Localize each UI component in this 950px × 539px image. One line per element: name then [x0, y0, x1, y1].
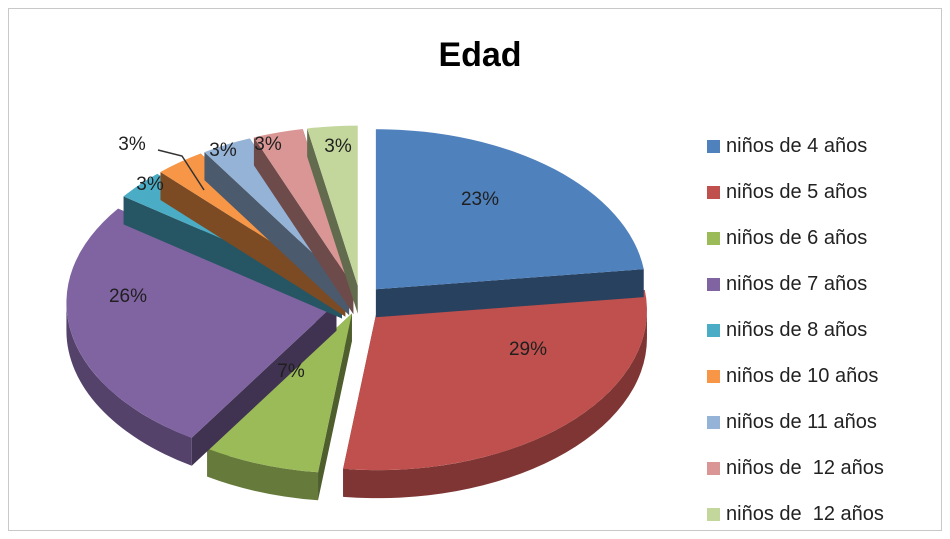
slice-side	[160, 171, 346, 317]
data-label: 23%	[461, 189, 499, 210]
legend-label: niños de 7 años	[726, 272, 868, 295]
data-label: 29%	[509, 339, 547, 360]
legend-label: niños de 10 años	[726, 364, 879, 387]
slice-rim	[343, 310, 647, 499]
legend-label: niños de 12 años	[726, 502, 884, 525]
legend-swatch	[707, 415, 720, 429]
slice-rim	[207, 448, 319, 501]
data-labels: 23% 29% 7% 26% 3% 3% 3% 3% 3%	[109, 134, 547, 382]
leader-line	[157, 149, 205, 191]
legend-item: niños de 11 años	[707, 399, 884, 445]
slice-top	[343, 290, 647, 471]
pie-slices	[66, 125, 647, 501]
slice-top	[375, 129, 644, 290]
legend-swatch	[707, 185, 720, 199]
legend-swatch	[707, 507, 720, 521]
slice-side	[253, 137, 354, 315]
slice-top	[307, 125, 358, 286]
legend-swatch	[707, 369, 720, 383]
legend-item: niños de 10 años	[707, 353, 884, 399]
legend-label: niños de 11 años	[726, 410, 877, 433]
data-label: 3%	[209, 140, 237, 161]
legend-label: niños de 12 años	[726, 456, 884, 479]
data-label: 3%	[136, 174, 164, 195]
data-label: 3%	[254, 134, 282, 155]
slice-top	[253, 129, 354, 287]
legend-swatch	[707, 231, 720, 245]
pie-slice	[207, 313, 352, 501]
slice-rim	[66, 302, 192, 466]
legend-swatch	[707, 323, 720, 337]
legend-item: niños de 5 años	[707, 169, 884, 215]
slice-side	[123, 196, 342, 319]
slice-top	[207, 313, 352, 473]
legend-swatch	[707, 277, 720, 291]
chart-title: Edad	[438, 36, 522, 74]
legend-item: niños de 6 años	[707, 215, 884, 261]
data-label: 7%	[277, 361, 305, 382]
data-label: 3%	[324, 136, 352, 157]
legend-label: niños de 8 años	[726, 318, 868, 341]
pie-slice	[66, 208, 337, 466]
data-label: 26%	[109, 286, 147, 307]
legend: niños de 4 años niños de 5 años niños de 6…	[707, 123, 884, 537]
legend-item: niños de 4 años	[707, 123, 884, 169]
legend-item: niños de 8 años	[707, 307, 884, 353]
legend-swatch	[707, 461, 720, 475]
legend-swatch	[707, 139, 720, 153]
pie-slice	[307, 125, 358, 314]
legend-item: niños de 12 años	[707, 445, 884, 491]
pie-slice	[343, 290, 647, 499]
slice-side	[204, 152, 350, 316]
slice-top	[66, 208, 337, 438]
legend-label: niños de 4 años	[726, 134, 868, 157]
slice-side	[318, 313, 352, 501]
pie-slice	[375, 129, 644, 318]
slice-side	[375, 269, 644, 318]
legend-label: niños de 6 años	[726, 226, 868, 249]
slice-side	[307, 128, 358, 314]
data-label: 3%	[118, 134, 146, 155]
legend-item: niños de 7 años	[707, 261, 884, 307]
slice-side	[191, 302, 337, 466]
legend-label: niños de 5 años	[726, 180, 868, 203]
legend-item: niños de 12 años	[707, 491, 884, 537]
